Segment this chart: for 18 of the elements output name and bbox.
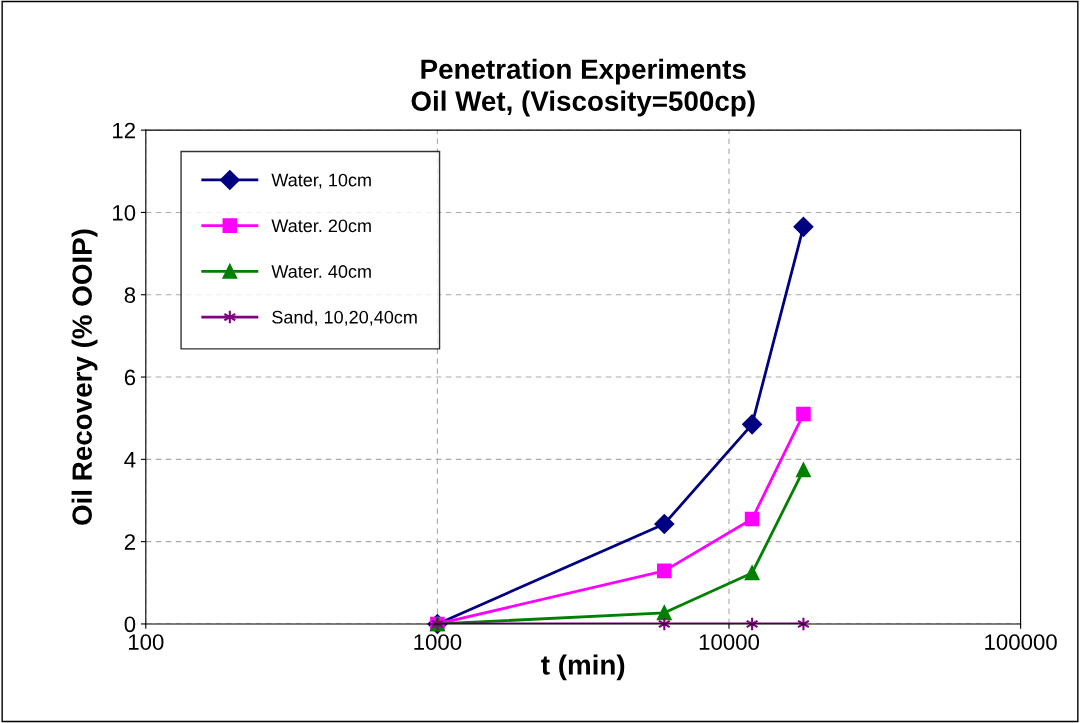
chart-title: Penetration Experiments Oil Wet, (Viscosity=500cp): [411, 58, 755, 117]
x-tick-label: 100000: [985, 634, 1057, 650]
x-tick-label: 1000: [414, 634, 462, 650]
legend-label: Water. 40cm: [271, 265, 371, 278]
y-tick-label: 8: [124, 287, 136, 304]
y-axis-title: Oil Recovery (% OOIP): [71, 229, 98, 525]
y-tick-label: 2: [124, 534, 135, 550]
y-tick-label: 10: [113, 204, 136, 221]
y-tick-label: 12: [113, 122, 135, 139]
legend-label: Water, 10cm: [271, 173, 371, 189]
x-axis-title: t (min): [541, 654, 625, 681]
y-tick-label: 4: [124, 452, 136, 468]
x-tick-label: 100: [128, 634, 164, 650]
x-tick-label: 10000: [699, 634, 760, 650]
legend-label: Water. 20cm: [271, 219, 371, 233]
y-tick-label: 0: [124, 616, 136, 633]
y-tick-label: 6: [124, 369, 136, 386]
legend-label: Sand, 10,20,40cm: [272, 310, 417, 326]
